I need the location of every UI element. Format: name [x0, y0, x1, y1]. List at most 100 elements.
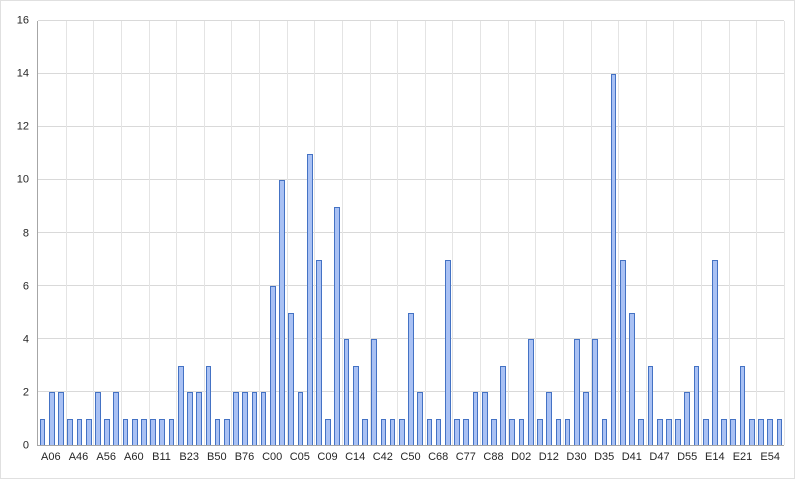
vertical-gridline [728, 21, 730, 445]
x-axis-category-label: C05 [289, 451, 310, 463]
vertical-gridline [452, 21, 454, 445]
bar [675, 418, 681, 445]
bar [647, 365, 654, 445]
bar [113, 392, 120, 445]
horizontal-gridline [38, 73, 784, 74]
bar [573, 339, 580, 445]
bar [730, 418, 737, 445]
y-axis-tick-label: 14 [16, 67, 29, 80]
vertical-gridline [148, 21, 150, 445]
y-axis-tick-label: 6 [22, 280, 29, 293]
bar [702, 418, 709, 445]
vertical-gridline [203, 21, 205, 445]
bar [362, 418, 368, 445]
bar [509, 418, 516, 445]
horizontal-gridline [38, 179, 784, 180]
x-axis-category-label: D12 [538, 451, 559, 463]
bar [196, 392, 203, 445]
bar [288, 312, 295, 445]
vertical-gridline [176, 21, 178, 445]
bar [748, 418, 755, 445]
plot-area [37, 20, 785, 446]
x-axis-category-label: C42 [372, 451, 393, 463]
bar [76, 418, 83, 445]
bar [297, 392, 304, 445]
bar [380, 418, 387, 445]
bar [693, 365, 700, 445]
bar [527, 339, 534, 445]
y-axis-tick-label: 0 [22, 439, 29, 452]
x-axis-category-label: D35 [594, 451, 615, 463]
horizontal-gridline [38, 232, 784, 233]
x-axis-category-label: D55 [677, 451, 698, 463]
x-axis-category-label: E14 [705, 451, 725, 463]
bar [223, 418, 230, 445]
x-axis-category-label: D30 [566, 451, 587, 463]
vertical-gridline [507, 21, 509, 445]
bar [260, 392, 267, 445]
x-axis-category-label: D02 [511, 451, 532, 463]
vertical-gridline [286, 21, 288, 445]
vertical-gridline [120, 21, 122, 445]
x-axis-category-label: A46 [68, 451, 89, 463]
vertical-gridline [480, 21, 482, 445]
bar [187, 392, 193, 445]
vertical-gridline [397, 21, 399, 445]
x-axis-category-label: A56 [96, 451, 116, 463]
vertical-gridline [535, 21, 537, 445]
vertical-gridline [562, 21, 564, 445]
bar [371, 339, 377, 445]
x-axis-category-label: A06 [41, 451, 61, 463]
x-axis-category-label: C09 [317, 451, 338, 463]
vertical-gridline [424, 21, 426, 445]
vertical-gridline [259, 21, 261, 445]
x-axis-category-label: B23 [179, 451, 199, 463]
bar [85, 418, 92, 445]
vertical-gridline [65, 21, 67, 445]
bar [408, 312, 414, 445]
bar [168, 418, 175, 445]
bar [316, 259, 322, 445]
vertical-gridline [756, 21, 758, 445]
bar [739, 365, 746, 445]
x-axis-category-label: E54 [760, 451, 780, 463]
bar [177, 365, 184, 445]
bar [767, 418, 774, 445]
bar [242, 392, 249, 445]
x-axis-category-label: A60 [124, 451, 144, 463]
bar [214, 418, 221, 445]
bar [481, 392, 488, 445]
bar [334, 206, 341, 445]
bar [141, 418, 147, 445]
bar [491, 418, 497, 445]
bar [95, 392, 101, 445]
bar [721, 418, 727, 445]
vertical-gridline [645, 21, 647, 445]
bar [306, 153, 313, 445]
bar [472, 392, 479, 445]
bar [656, 418, 663, 445]
bar [601, 418, 608, 445]
x-axis-category-label: C50 [400, 451, 421, 463]
vertical-gridline [701, 21, 703, 445]
x-axis-category-label: C00 [262, 451, 283, 463]
bar [500, 365, 506, 445]
bar [150, 418, 156, 445]
bar [398, 418, 405, 445]
vertical-gridline [590, 21, 592, 445]
bar [58, 392, 64, 445]
bar [389, 418, 396, 445]
x-axis-category-label: E21 [732, 451, 753, 463]
bar [666, 418, 672, 445]
bar [417, 392, 424, 445]
x-axis-category-label: C68 [428, 451, 449, 463]
x-axis: A06 A46 A56 A60 B11 B23 B50 B76 C00 C05 C09 C14 C42 C… [37, 446, 784, 478]
y-axis-tick-label: 12 [16, 120, 29, 133]
bar [352, 365, 359, 445]
bar [39, 418, 46, 445]
bar [325, 418, 331, 445]
y-axis-tick-label: 2 [22, 386, 29, 399]
bar [205, 365, 212, 445]
vertical-gridline [93, 21, 95, 445]
